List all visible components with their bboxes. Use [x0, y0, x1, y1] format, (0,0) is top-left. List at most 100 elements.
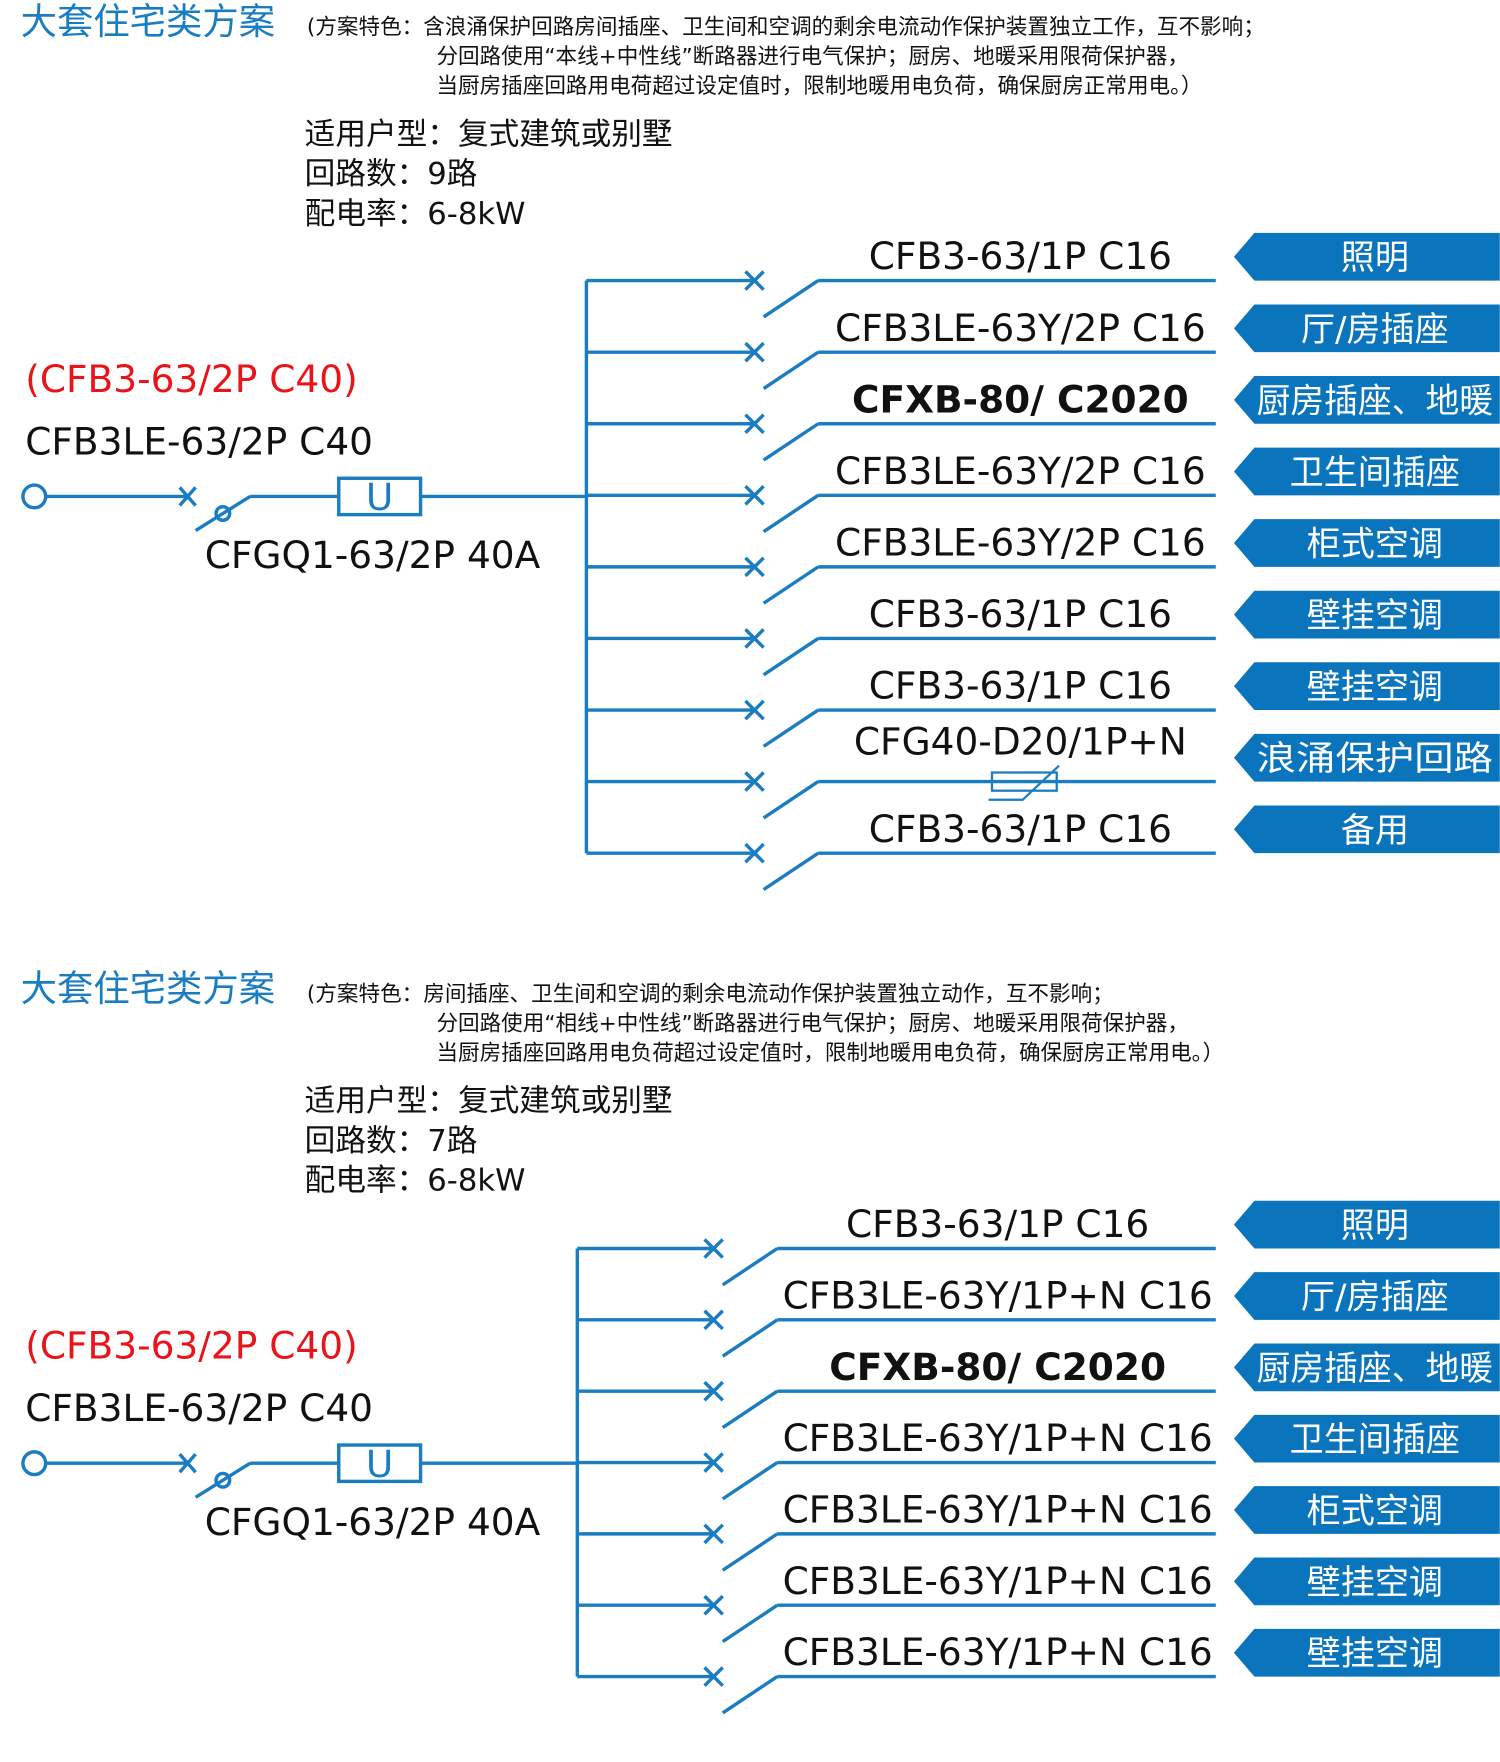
branch-breaker-line: [586, 413, 1216, 462]
circuit-label-tag: [1233, 805, 1500, 854]
branch-circuit: CFB3-63/1P C16 壁挂空调: [586, 590, 1500, 677]
circuit-label: 壁挂空调: [1307, 1634, 1443, 1674]
circuit-label: 照明: [1341, 238, 1409, 278]
branch-breaker-line: [577, 1380, 1216, 1429]
circuit-label-tag: [1233, 1486, 1500, 1534]
branch-circuit: CFB3-63/1P C16 照明: [586, 232, 1500, 319]
isolator-contact-icon: [214, 1471, 232, 1489]
circuit-label-tag: [1233, 1272, 1500, 1320]
branch-circuit: CFB3LE-63Y/2P C16 厅/房插座: [586, 304, 1500, 390]
main-breaker-model: CFB3LE-63/2P C40: [25, 1386, 373, 1430]
branch-breaker-model: CFB3-63/1P C16: [869, 664, 1172, 708]
branch-circuit: CFB3LE-63Y/2P C16 卫生间插座: [586, 447, 1500, 534]
circuit-label-tag: [1233, 590, 1500, 639]
circuit-label-tag: [1233, 304, 1500, 353]
varistor-slash-icon: [988, 764, 1060, 801]
supply-terminal-icon: [21, 1450, 48, 1477]
branch-breaker-line: [577, 1452, 1216, 1501]
branch-breaker-line: [577, 1666, 1216, 1715]
scheme-title: 大套住宅类方案: [21, 0, 275, 43]
circuit-label: 卫生间插座: [1290, 453, 1460, 493]
branch-breaker-model: CFXB-80/ C2020: [829, 1345, 1166, 1389]
branch-breaker-line: [577, 1523, 1216, 1572]
circuit-label: 卫生间插座: [1290, 1420, 1460, 1460]
scheme-1: 大套住宅类方案 (方案特色：含浪涌保护回路房间插座、卫生间和空调的剩余电流动作保护…: [21, 0, 1500, 891]
scheme-2: 大套住宅类方案 (方案特色：房间插座、卫生间和空调的剩余电流动作保护装置独立动作，…: [21, 967, 1500, 1715]
feature-line: (方案特色：房间插座、卫生间和空调的剩余电流动作保护装置独立动作，互不影响；: [307, 982, 1114, 1007]
alt-main-breaker-model: (CFB3-63/2P C40): [25, 1324, 358, 1368]
branch-circuit: CFXB-80/ C2020 厨房插座、地暖: [577, 1343, 1500, 1429]
branch-breaker-line: [586, 485, 1216, 534]
branch-circuit: CFG40-D20/1P+N 浪涌保护回路: [586, 719, 1500, 820]
info-line: 配电率：6-8kW: [305, 1164, 526, 1199]
branch-breaker-model: CFB3LE-63Y/1P+N C16: [783, 1416, 1213, 1460]
branch-breaker-line: [586, 341, 1216, 390]
branch-breaker-line: [586, 771, 1216, 820]
feature-line: 分回路使用“本线+中性线”断路器进行电气保护；厨房、地暖采用限荷保护器，: [436, 45, 1189, 70]
info-line: 回路数：9路: [305, 157, 478, 192]
main-breaker-symbol: [45, 1453, 197, 1474]
info-line: 回路数：7路: [305, 1124, 478, 1159]
circuit-label: 壁挂空调: [1307, 596, 1443, 636]
branch-breaker-model: CFB3LE-63Y/1P+N C16: [783, 1630, 1213, 1674]
circuit-label-tag: [1233, 1557, 1500, 1606]
branch-breaker-model: CFB3LE-63Y/2P C16: [835, 521, 1206, 565]
circuit-label-tag: [1233, 733, 1500, 782]
branch-breaker-model: CFB3-63/1P C16: [869, 592, 1172, 636]
circuit-label: 浪涌保护回路: [1257, 739, 1493, 779]
scheme-title: 大套住宅类方案: [21, 967, 275, 1010]
feature-line: 分回路使用“相线+中性线”断路器进行电气保护；厨房、地暖采用限荷保护器，: [436, 1011, 1189, 1036]
circuit-label: 厨房插座、地暖: [1257, 1349, 1493, 1389]
circuit-label-tag: [1233, 519, 1500, 567]
circuit-label-tag: [1233, 1343, 1500, 1392]
circuit-label-tag: [1233, 376, 1500, 424]
branch-breaker-line: [577, 1594, 1216, 1643]
circuit-label-tag: [1233, 232, 1500, 281]
branch-breaker-model: CFB3-63/1P C16: [846, 1202, 1149, 1246]
branch-breaker-line: [586, 699, 1216, 748]
branch-breaker-line: [586, 628, 1216, 677]
branch-breaker-model: CFB3-63/1P C16: [869, 807, 1172, 851]
protector-symbol: U: [366, 475, 393, 519]
branch-circuit: CFB3-63/1P C16 壁挂空调: [586, 662, 1500, 748]
circuit-label: 照明: [1341, 1206, 1409, 1246]
protector-symbol: U: [366, 1442, 393, 1486]
feature-line: (方案特色：含浪涌保护回路房间插座、卫生间和空调的剩余电流动作保护装置独立工作，…: [307, 15, 1265, 40]
branch-circuit: CFB3LE-63Y/1P+N C16 柜式空调: [577, 1486, 1500, 1572]
branch-circuit: CFXB-80/ C2020 厨房插座、地暖: [586, 376, 1500, 462]
branch-circuit: CFB3LE-63Y/1P+N C16 卫生间插座: [577, 1414, 1500, 1501]
circuit-label-tag: [1233, 447, 1500, 496]
alt-main-breaker-model: (CFB3-63/2P C40): [25, 357, 358, 401]
circuit-label-tag: [1233, 662, 1500, 711]
circuit-label-tag: [1233, 1628, 1500, 1677]
branch-circuit: CFB3LE-63Y/2P C16 柜式空调: [586, 519, 1500, 605]
branch-circuit: CFB3-63/1P C16 备用: [586, 805, 1500, 891]
circuit-label-tag: [1233, 1414, 1500, 1463]
branch-breaker-model: CFXB-80/ C2020: [852, 377, 1189, 421]
isolator-switch-symbol: [194, 1461, 339, 1499]
branch-breaker-model: CFB3LE-63Y/1P+N C16: [783, 1559, 1213, 1603]
feature-line: 当厨房插座回路用电荷超过设定值时，限制地暖用电负荷，确保厨房正常用电。）: [436, 74, 1202, 99]
branch-breaker-line: [586, 556, 1216, 605]
branch-breaker-line: [577, 1238, 1216, 1287]
isolator-contact-icon: [214, 504, 232, 523]
circuit-label: 壁挂空调: [1307, 1563, 1443, 1603]
branch-breaker-line: [586, 270, 1216, 319]
branch-breaker-model: CFB3LE-63Y/2P C16: [835, 306, 1206, 350]
circuit-label: 厅/房插座: [1301, 310, 1449, 350]
branch-breaker-line: [577, 1309, 1216, 1358]
circuit-label: 柜式空调: [1307, 525, 1443, 565]
feature-line: 当厨房插座回路用电负荷超过设定值时，限制地暖用电负荷，确保厨房正常用电。）: [436, 1041, 1224, 1066]
info-line: 适用户型：复式建筑或别墅: [305, 1084, 673, 1119]
branch-breaker-line: [586, 842, 1216, 891]
circuit-label: 备用: [1341, 811, 1409, 851]
circuit-label: 柜式空调: [1307, 1492, 1443, 1532]
main-breaker-model: CFB3LE-63/2P C40: [25, 419, 373, 463]
branch-circuit: CFB3-63/1P C16 照明: [577, 1200, 1500, 1287]
circuit-label: 厨房插座、地暖: [1257, 381, 1493, 421]
main-breaker-symbol: [45, 486, 197, 507]
supply-terminal-icon: [21, 483, 48, 510]
branch-circuit: CFB3LE-63Y/1P+N C16 厅/房插座: [577, 1272, 1500, 1358]
circuit-label: 厅/房插座: [1301, 1277, 1449, 1317]
